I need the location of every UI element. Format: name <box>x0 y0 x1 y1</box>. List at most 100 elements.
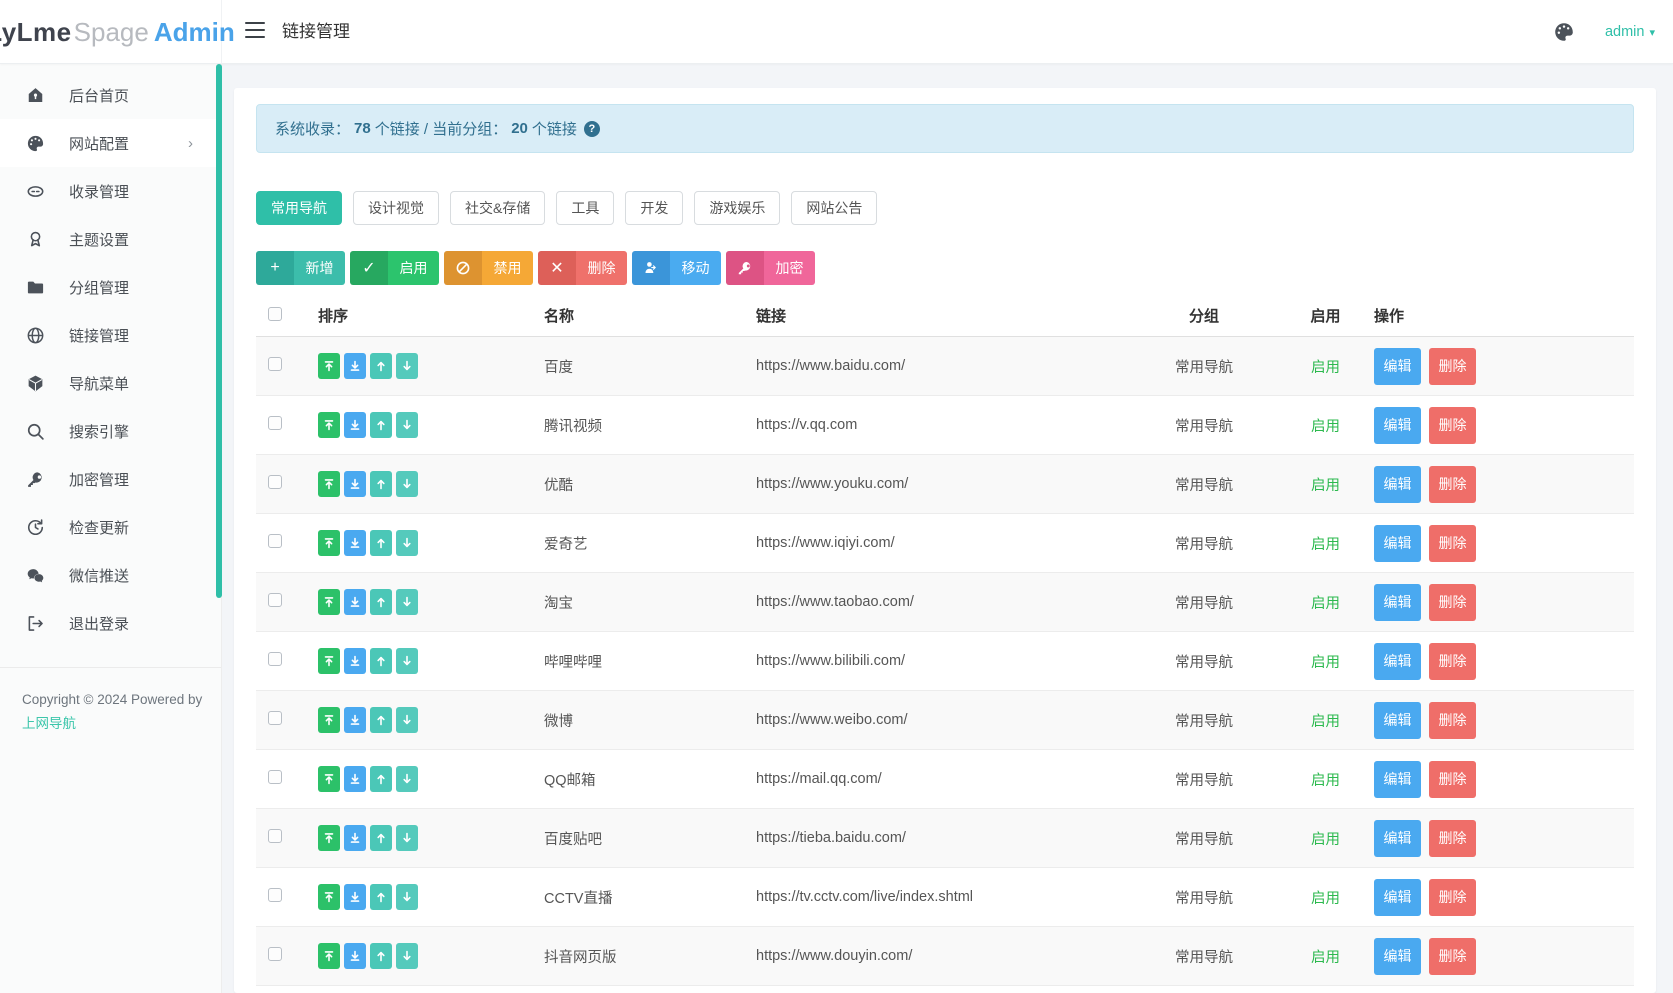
move-to-top-button[interactable] <box>318 884 340 910</box>
move-up-button[interactable] <box>370 884 392 910</box>
category-tab[interactable]: 游戏娱乐 <box>694 191 781 225</box>
move-to-top-button[interactable] <box>318 353 340 379</box>
sidebar-item-theme[interactable]: 主题设置 <box>0 215 221 263</box>
sidebar-item-dashboard[interactable]: 后台首页 <box>0 71 221 119</box>
delete-button[interactable]: 删除 <box>1429 524 1476 562</box>
sidebar-scrollbar[interactable] <box>216 64 222 598</box>
edit-button[interactable]: 编辑 <box>1374 701 1421 739</box>
move-to-bottom-button[interactable] <box>344 884 366 910</box>
move-up-button[interactable] <box>370 471 392 497</box>
edit-button[interactable]: 编辑 <box>1374 524 1421 562</box>
edit-button[interactable]: 编辑 <box>1374 465 1421 503</box>
move-down-button[interactable] <box>396 530 418 556</box>
move-to-top-button[interactable] <box>318 412 340 438</box>
move-down-button[interactable] <box>396 471 418 497</box>
move-to-bottom-button[interactable] <box>344 943 366 969</box>
move-down-button[interactable] <box>396 943 418 969</box>
sidebar-item-collection[interactable]: 收录管理 <box>0 167 221 215</box>
category-tab[interactable]: 社交&存储 <box>450 191 546 225</box>
move-button[interactable]: 移动 <box>632 251 721 285</box>
menu-icon[interactable] <box>245 22 267 42</box>
move-up-button[interactable] <box>370 353 392 379</box>
user-dropdown[interactable]: admin ▾ <box>1605 24 1655 40</box>
move-to-top-button[interactable] <box>318 825 340 851</box>
delete-button[interactable]: 删除 <box>1429 701 1476 739</box>
row-checkbox[interactable] <box>268 475 282 489</box>
category-tab[interactable]: 工具 <box>556 191 615 225</box>
sidebar-item-encryption[interactable]: 加密管理 <box>0 455 221 503</box>
delete-button[interactable]: 删除 <box>1429 642 1476 680</box>
move-up-button[interactable] <box>370 589 392 615</box>
row-checkbox[interactable] <box>268 357 282 371</box>
move-up-button[interactable] <box>370 530 392 556</box>
disable-button[interactable]: 禁用 <box>444 251 533 285</box>
edit-button[interactable]: 编辑 <box>1374 583 1421 621</box>
row-checkbox[interactable] <box>268 593 282 607</box>
encrypt-button[interactable]: 加密 <box>726 251 815 285</box>
delete-button[interactable]: 删除 <box>1429 406 1476 444</box>
move-to-top-button[interactable] <box>318 589 340 615</box>
move-to-bottom-button[interactable] <box>344 471 366 497</box>
move-to-top-button[interactable] <box>318 766 340 792</box>
move-to-bottom-button[interactable] <box>344 707 366 733</box>
category-tab[interactable]: 开发 <box>625 191 684 225</box>
move-to-bottom-button[interactable] <box>344 589 366 615</box>
delete-selected-button[interactable]: ✕ 删除 <box>538 251 627 285</box>
move-down-button[interactable] <box>396 707 418 733</box>
row-checkbox[interactable] <box>268 711 282 725</box>
move-down-button[interactable] <box>396 825 418 851</box>
delete-button[interactable]: 删除 <box>1429 760 1476 798</box>
sidebar-item-search-engine[interactable]: 搜索引擎 <box>0 407 221 455</box>
move-up-button[interactable] <box>370 825 392 851</box>
row-checkbox[interactable] <box>268 947 282 961</box>
edit-button[interactable]: 编辑 <box>1374 347 1421 385</box>
move-to-top-button[interactable] <box>318 943 340 969</box>
category-tab[interactable]: 常用导航 <box>256 191 342 225</box>
select-all-checkbox[interactable] <box>268 306 282 321</box>
move-to-top-button[interactable] <box>318 648 340 674</box>
edit-button[interactable]: 编辑 <box>1374 760 1421 798</box>
move-up-button[interactable] <box>370 648 392 674</box>
move-to-top-button[interactable] <box>318 530 340 556</box>
row-checkbox[interactable] <box>268 829 282 843</box>
delete-button[interactable]: 删除 <box>1429 819 1476 857</box>
row-checkbox[interactable] <box>268 534 282 548</box>
sidebar-item-nav-menu[interactable]: 导航菜单 <box>0 359 221 407</box>
edit-button[interactable]: 编辑 <box>1374 937 1421 975</box>
row-checkbox[interactable] <box>268 770 282 784</box>
move-to-bottom-button[interactable] <box>344 412 366 438</box>
move-up-button[interactable] <box>370 707 392 733</box>
row-checkbox[interactable] <box>268 416 282 430</box>
sidebar-item-links[interactable]: 链接管理 <box>0 311 221 359</box>
move-down-button[interactable] <box>396 648 418 674</box>
move-to-bottom-button[interactable] <box>344 825 366 851</box>
move-to-top-button[interactable] <box>318 471 340 497</box>
delete-button[interactable]: 删除 <box>1429 465 1476 503</box>
move-down-button[interactable] <box>396 884 418 910</box>
copyright-link[interactable]: 上网导航 <box>22 716 76 732</box>
edit-button[interactable]: 编辑 <box>1374 406 1421 444</box>
move-up-button[interactable] <box>370 412 392 438</box>
edit-button[interactable]: 编辑 <box>1374 819 1421 857</box>
category-tab[interactable]: 网站公告 <box>791 191 878 225</box>
delete-button[interactable]: 删除 <box>1429 347 1476 385</box>
move-down-button[interactable] <box>396 589 418 615</box>
move-down-button[interactable] <box>396 353 418 379</box>
palette-icon[interactable] <box>1553 21 1575 43</box>
move-down-button[interactable] <box>396 412 418 438</box>
delete-button[interactable]: 删除 <box>1429 878 1476 916</box>
sidebar-item-groups[interactable]: 分组管理 <box>0 263 221 311</box>
category-tab[interactable]: 设计视觉 <box>353 191 439 225</box>
move-down-button[interactable] <box>396 766 418 792</box>
sidebar-item-logout[interactable]: 退出登录 <box>0 599 221 647</box>
move-to-bottom-button[interactable] <box>344 648 366 674</box>
move-up-button[interactable] <box>370 943 392 969</box>
move-up-button[interactable] <box>370 766 392 792</box>
move-to-bottom-button[interactable] <box>344 766 366 792</box>
delete-button[interactable]: 删除 <box>1429 937 1476 975</box>
edit-button[interactable]: 编辑 <box>1374 878 1421 916</box>
move-to-top-button[interactable] <box>318 707 340 733</box>
move-to-bottom-button[interactable] <box>344 530 366 556</box>
add-button[interactable]: + 新增 <box>256 251 345 285</box>
row-checkbox[interactable] <box>268 888 282 902</box>
